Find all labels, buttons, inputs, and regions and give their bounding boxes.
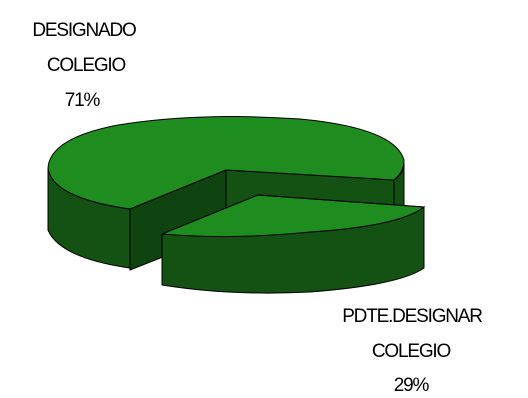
slice-pdte-top — [161, 194, 426, 238]
label-designado-line-2: COLEGIO — [47, 55, 126, 76]
slice-designado-top — [47, 116, 405, 210]
pie-slice-pdte-designar — [161, 194, 426, 294]
label-designado: DESIGNADO COLEGIO 71% — [32, 20, 137, 111]
label-pdte-line-1: PDTE.DESIGNAR — [342, 306, 482, 327]
label-pdte-designar: PDTE.DESIGNAR COLEGIO 29% — [342, 306, 483, 396]
label-designado-percent: 71% — [65, 90, 101, 111]
label-pdte-percent: 29% — [394, 375, 430, 396]
label-pdte-line-2: COLEGIO — [372, 341, 451, 362]
slice-pdte-back-edge — [257, 194, 425, 208]
label-designado-line-1: DESIGNADO — [32, 20, 136, 41]
